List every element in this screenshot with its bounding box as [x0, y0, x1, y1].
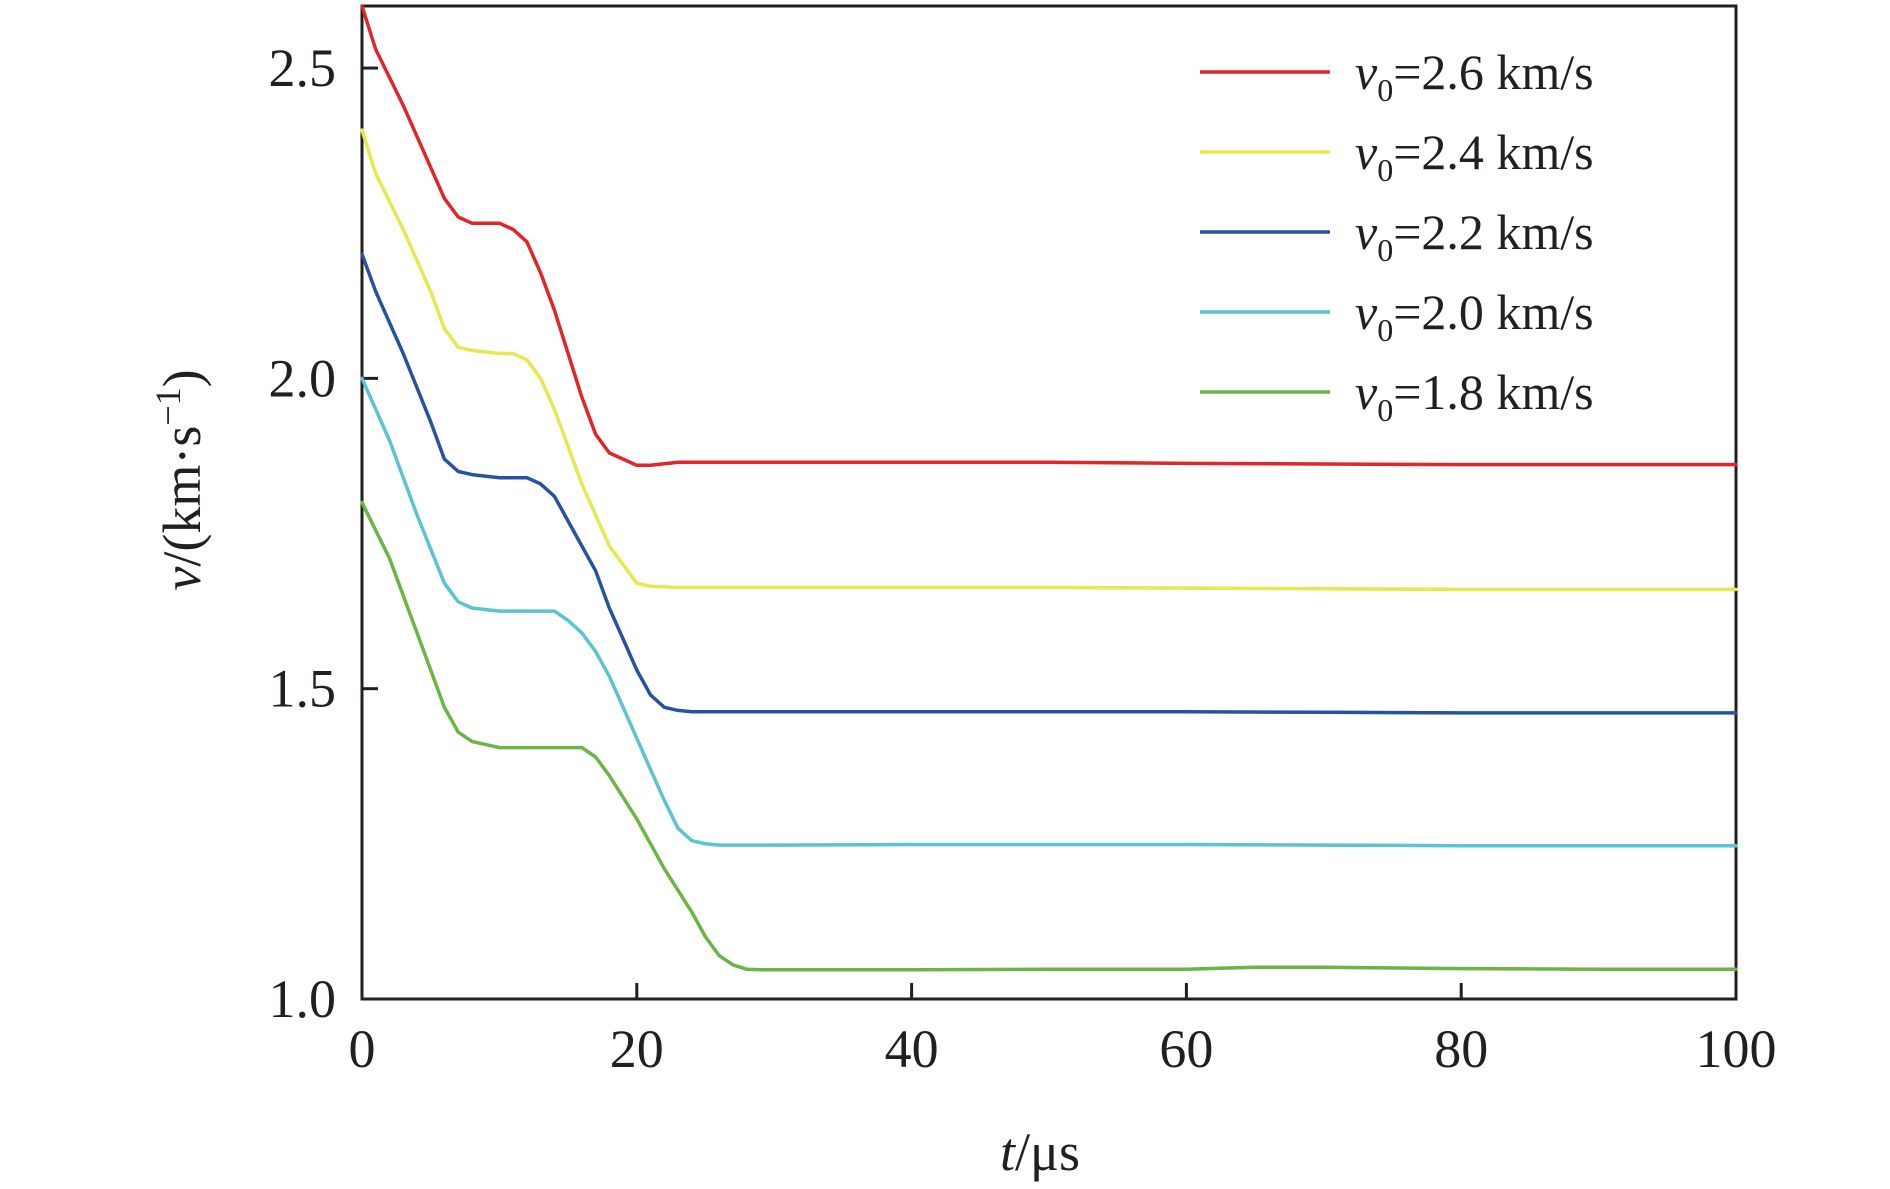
legend-label: v0=2.4 km/s [1355, 124, 1594, 188]
y-axis-unit-exponent: −1 [148, 387, 188, 425]
series-line [360, 376, 1738, 848]
series-line [360, 252, 1738, 715]
x-tick-label: 40 [885, 1019, 939, 1079]
legend-label: v0=2.0 km/s [1355, 284, 1594, 348]
legend: v0=2.6 km/s v0=2.4 km/s v0=2.2 km/s v0=2.0 … [1200, 44, 1594, 428]
y-tick-label: 2.5 [269, 38, 337, 98]
x-tick-label: 80 [1434, 1019, 1488, 1079]
legend-label: v0=2.6 km/s [1355, 44, 1594, 108]
legend-item: v0=2.0 km/s [1200, 284, 1594, 348]
tick-labels: 0 20 40 60 80 100 1.0 1.5 2.0 2.5 [269, 38, 1777, 1079]
x-tick-label: 0 [349, 1019, 376, 1079]
y-tick-label: 1.0 [269, 969, 337, 1029]
legend-item: v0=1.8 km/s [1200, 364, 1594, 428]
series-line [360, 500, 1738, 972]
axis-ticks [360, 66, 1738, 1001]
y-axis-unit-prefix: /(km·s [152, 426, 212, 567]
legend-label: v0=1.8 km/s [1355, 364, 1594, 428]
y-axis-unit-suffix: ) [152, 369, 212, 387]
y-tick-label: 1.5 [269, 659, 337, 719]
x-axis-unit: /μs [1015, 1122, 1080, 1182]
x-tick-label: 60 [1159, 1019, 1213, 1079]
series-line [360, 128, 1738, 592]
legend-item: v0=2.4 km/s [1200, 124, 1594, 188]
x-tick-label: 100 [1696, 1019, 1777, 1079]
legend-item: v0=2.6 km/s [1200, 44, 1594, 108]
legend-label: v0=2.2 km/s [1355, 204, 1594, 268]
x-axis-symbol: t [1000, 1122, 1017, 1182]
x-tick-label: 20 [610, 1019, 664, 1079]
series-layer [360, 4, 1738, 972]
y-axis-symbol: v [152, 567, 212, 591]
x-axis-label: t/μs [1000, 1122, 1080, 1182]
y-axis-label: v/(km·s−1) [148, 369, 212, 590]
legend-item: v0=2.2 km/s [1200, 204, 1594, 268]
y-tick-label: 2.0 [269, 348, 337, 408]
series-line [360, 4, 1738, 468]
